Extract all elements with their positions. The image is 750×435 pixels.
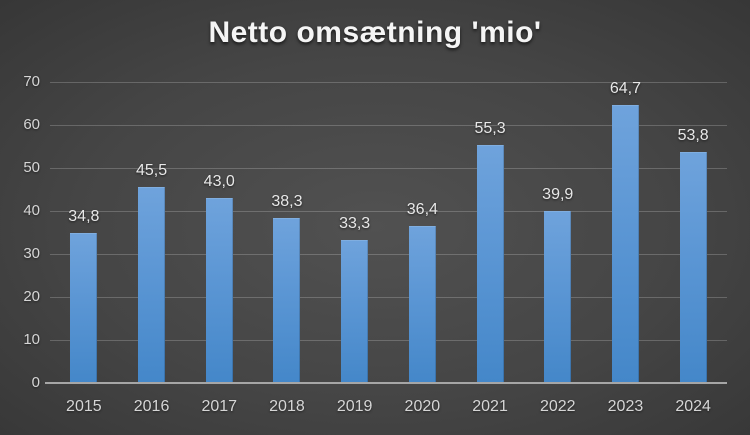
bar-value-label: 36,4 [406, 201, 438, 219]
bar-2020 [408, 226, 436, 383]
y-tick-label: 20 [23, 288, 40, 305]
x-tick-label: 2023 [607, 398, 644, 415]
bar-value-label: 34,8 [68, 208, 100, 226]
bar-value-label: 45,5 [135, 162, 168, 180]
bar-value-label: 38,3 [271, 193, 303, 211]
y-tick-label: 10 [23, 331, 40, 348]
gridline [50, 253, 727, 255]
gridline [50, 210, 727, 212]
bar-value-label: 39,9 [542, 186, 574, 204]
gridline [50, 81, 727, 83]
y-tick-label: 50 [23, 159, 40, 176]
bar-2016 [138, 187, 166, 383]
bar-2022 [544, 211, 572, 383]
bar-value-label: 33,3 [339, 214, 371, 232]
plot-area: 34,8 45,5 43,0 38,3 33,3 36,4 55,3 39,9 64,7 53,8 [45, 79, 727, 384]
gridline [50, 167, 727, 169]
bar-value-label: 53,8 [677, 126, 709, 144]
bar-2015 [70, 233, 98, 383]
y-tick-label: 40 [23, 202, 40, 219]
x-tick-label: 2018 [269, 398, 305, 415]
x-tick-label: 2021 [472, 398, 508, 415]
x-tick-label: 2024 [675, 398, 711, 415]
bar-2019 [341, 239, 369, 383]
bar-2023 [611, 104, 639, 383]
x-tick-label: 2015 [66, 398, 102, 415]
bar-2017 [205, 198, 233, 383]
x-axis-line [45, 382, 727, 384]
bar-2024 [679, 151, 707, 383]
gridline [50, 339, 727, 341]
x-tick-label: 2017 [201, 398, 238, 415]
gridline [50, 124, 727, 126]
x-tick-label: 2022 [539, 398, 576, 415]
y-tick-label: 70 [23, 73, 40, 90]
y-tick-label: 30 [23, 245, 40, 262]
bar-value-label: 43,0 [203, 173, 235, 191]
bar-2021 [476, 145, 504, 383]
x-tick-label: 2020 [404, 398, 441, 415]
bar-value-label: 55,3 [474, 120, 506, 138]
gridline [50, 296, 727, 298]
x-tick-label: 2019 [336, 398, 373, 415]
x-tick-label: 2016 [133, 398, 170, 415]
y-tick-label: 60 [23, 116, 40, 133]
y-tick-label: 0 [31, 374, 40, 391]
chart-title: Netto omsætning 'mio' [208, 16, 542, 49]
bar-value-label: 64,7 [609, 79, 641, 97]
bar-2018 [273, 218, 301, 383]
